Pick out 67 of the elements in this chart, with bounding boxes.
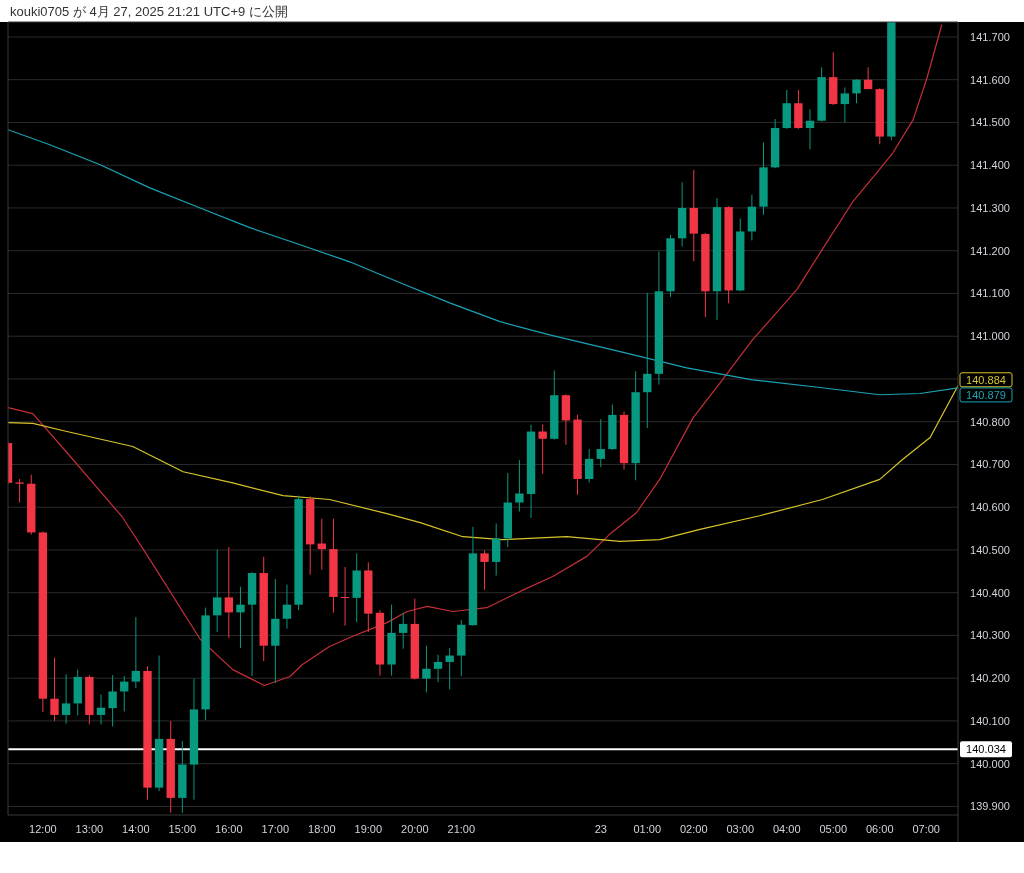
candlestick xyxy=(224,546,234,639)
candlestick xyxy=(213,549,222,633)
y-tick-label: 140.400 xyxy=(970,586,1010,599)
y-tick-label: 139.900 xyxy=(970,800,1010,813)
candlestick xyxy=(236,586,245,649)
x-tick-label: 06:00 xyxy=(865,823,894,835)
y-tick-label: 140.300 xyxy=(970,629,1010,642)
candlestick xyxy=(596,418,605,468)
x-tick-label: 17:00 xyxy=(261,823,290,835)
annotation: 140.879 xyxy=(966,388,1006,401)
x-tick-label: 07:00 xyxy=(912,823,940,835)
line-series xyxy=(8,129,958,396)
x-tick-label: 05:00 xyxy=(819,823,848,835)
x-tick-label: 12:00 xyxy=(29,823,57,835)
candlestick xyxy=(422,645,431,693)
y-tick-label: 140.600 xyxy=(970,501,1010,514)
x-tick-label: 21:00 xyxy=(447,823,476,835)
x-tick-label: 23 xyxy=(594,823,607,835)
candlestick xyxy=(445,647,454,690)
ref-line-label: 140.034 xyxy=(966,743,1006,756)
candlestick xyxy=(50,657,59,722)
y-tick-label: 140.000 xyxy=(970,757,1010,770)
y-tick-label: 140.700 xyxy=(970,458,1010,471)
annotation: 140.884 xyxy=(966,373,1006,386)
x-tick-label: 01:00 xyxy=(633,823,662,835)
candlestick xyxy=(643,292,652,429)
x-tick-label: 15:00 xyxy=(168,823,197,835)
x-tick-label: 03:00 xyxy=(726,823,755,835)
chart-title: kouki0705 が 4月 27, 2025 21:21 UTC+9 に公開 xyxy=(10,4,288,19)
y-tick-label: 140.200 xyxy=(970,672,1010,685)
x-tick-label: 02:00 xyxy=(680,823,708,835)
y-tick-label: 140.100 xyxy=(970,714,1010,727)
x-tick-label: 13:00 xyxy=(75,823,104,835)
y-tick-label: 141.000 xyxy=(970,330,1010,343)
candlestick xyxy=(61,673,71,725)
y-tick-label: 141.100 xyxy=(970,287,1010,300)
candlestick xyxy=(433,654,443,683)
candlestick xyxy=(805,108,815,150)
y-tick-label: 141.600 xyxy=(970,73,1010,86)
candlestick xyxy=(515,459,524,512)
y-tick-label: 140.800 xyxy=(970,415,1010,428)
candlestick xyxy=(108,674,117,728)
candlestick xyxy=(340,566,350,627)
y-tick-label: 141.500 xyxy=(970,116,1010,129)
candlestick xyxy=(840,86,850,123)
candlestick xyxy=(399,612,408,650)
y-tick-label: 140.500 xyxy=(970,543,1010,556)
x-tick-label: 18:00 xyxy=(308,823,336,835)
x-tick-label: 04:00 xyxy=(772,823,801,835)
x-tick-label: 19:00 xyxy=(354,823,383,835)
candlestick xyxy=(852,78,861,104)
candlestick xyxy=(131,616,141,689)
candlestick xyxy=(96,693,106,725)
x-tick-label: 14:00 xyxy=(122,823,150,835)
candlestick xyxy=(491,522,501,577)
x-tick-label: 16:00 xyxy=(215,823,243,835)
candlestick xyxy=(584,448,594,483)
candlestick xyxy=(282,584,292,630)
candlestick xyxy=(480,549,489,591)
line-series xyxy=(8,24,943,687)
candlestick xyxy=(15,478,24,503)
candlestick xyxy=(538,423,547,475)
y-tick-label: 141.400 xyxy=(970,159,1010,172)
x-tick-label: 20:00 xyxy=(401,823,429,835)
y-tick-label: 141.300 xyxy=(970,201,1010,214)
y-tick-label: 141.700 xyxy=(970,30,1010,43)
y-tick-label: 141.200 xyxy=(970,244,1010,257)
